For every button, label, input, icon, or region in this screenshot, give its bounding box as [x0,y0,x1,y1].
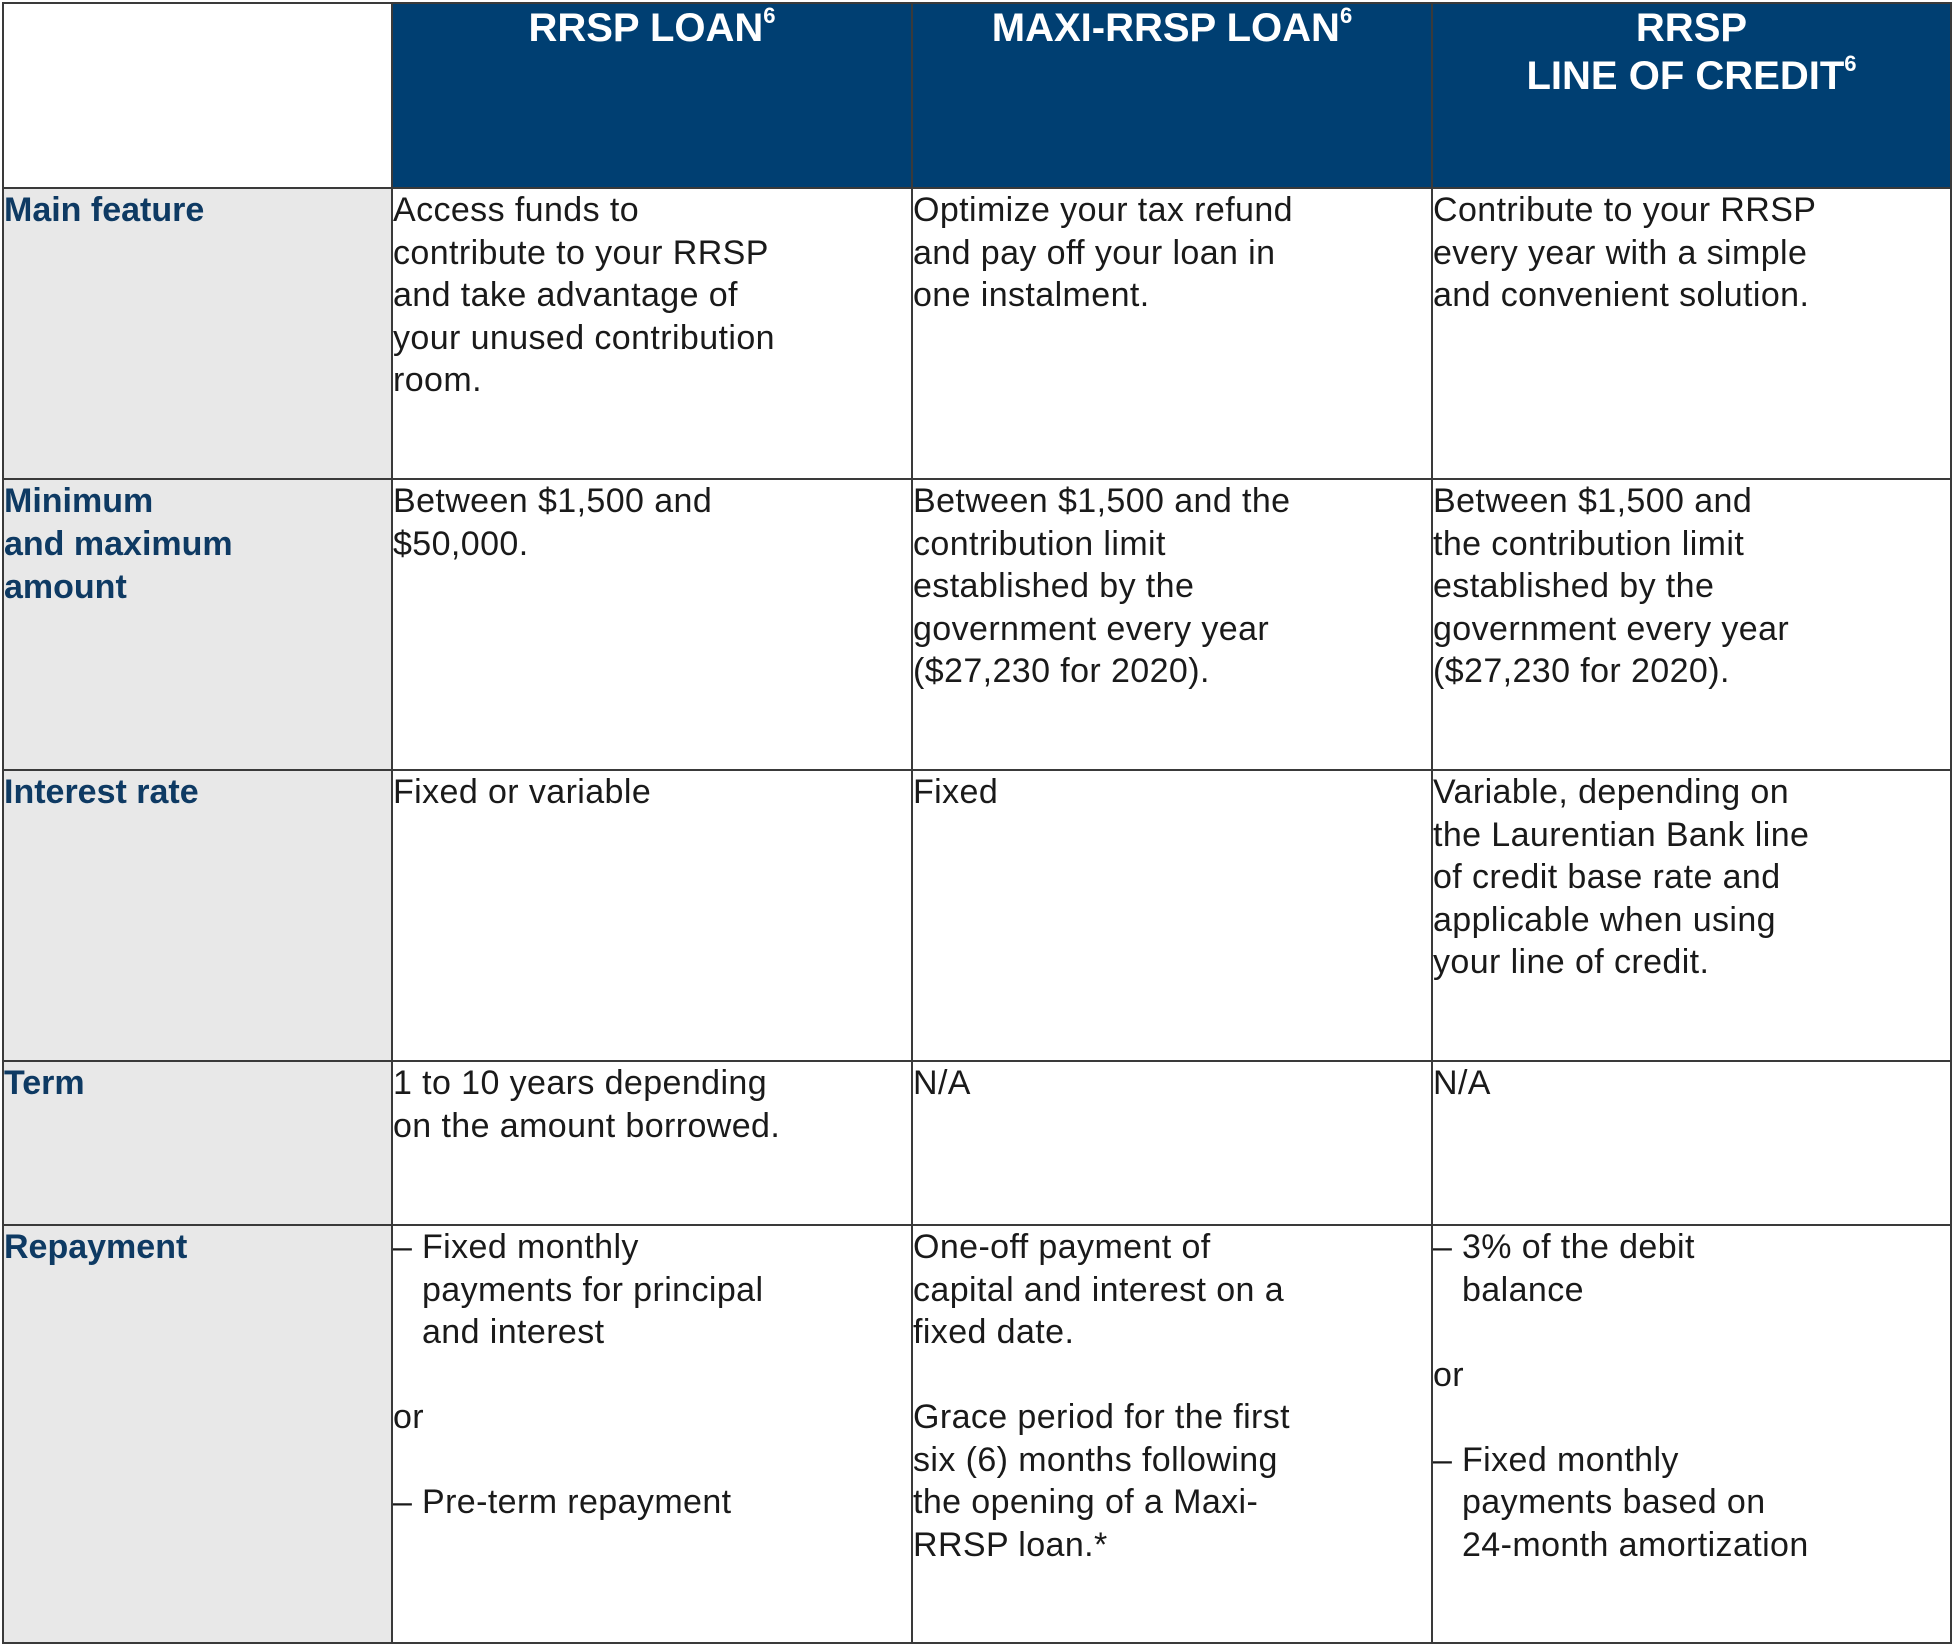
row-label-text: Main feature [4,191,205,229]
list-item-text: Fixed monthly payments based on 24-month… [1462,1440,1809,1564]
list-item-text: Fixed monthly payments for principal and… [422,1228,764,1351]
row-label-text: Repayment [4,1228,188,1266]
or-separator: or [393,1398,425,1436]
row-main-feature: Main feature Access funds to contribute … [2,187,1952,480]
header-line-of-credit-line2: LINE OF CREDIT [1526,54,1845,98]
cell-amount-maxi-rrsp: Between $1,500 and the contribution limi… [911,478,1433,771]
cell-interest-rrsp-loan: Fixed or variable [391,769,913,1062]
list-item-text: Pre-term repayment [422,1483,732,1521]
row-label-main-feature: Main feature [2,187,393,480]
cell-text: Fixed [913,773,999,811]
cell-main-feature-rrsp-loan: Access funds to contribute to your RRSP … [391,187,913,480]
or-separator: or [1433,1355,1465,1394]
footnote-marker: 6 [1339,3,1353,28]
header-rrsp-line-of-credit: RRSP LINE OF CREDIT6 [1431,2,1952,189]
header-maxi-rrsp-loan: MAXI-RRSP LOAN6 [911,2,1433,189]
row-label-repayment: Repayment [2,1224,393,1644]
header-row: RRSP LOAN6 MAXI-RRSP LOAN6 RRSP LINE OF … [2,2,1952,189]
paragraph: One-off payment of capital and interest … [913,1228,1285,1351]
cell-text: Fixed or variable [393,773,652,811]
cell-text: Between $1,500 and the contribution limi… [1433,482,1790,690]
list-item: – Pre-term repayment [393,1481,911,1524]
cell-repayment-rrsp-loan: – Fixed monthly payments for principal a… [391,1224,913,1644]
cell-repayment-maxi-rrsp: One-off payment of capital and interest … [911,1224,1433,1644]
cell-text: Between $1,500 and the contribution limi… [913,482,1291,690]
dash-bullet: – [393,1483,413,1521]
cell-text: Contribute to your RRSP every year with … [1433,191,1817,314]
row-amount: Minimum and maximum amount Between $1,50… [2,478,1952,771]
header-maxi-rrsp-loan-text: MAXI-RRSP LOAN [991,6,1340,50]
header-rrsp-loan-text: RRSP LOAN [528,6,764,50]
cell-text: Optimize your tax refund and pay off you… [913,191,1293,314]
dash-bullet: – [1433,1440,1453,1479]
row-interest-rate: Interest rate Fixed or variable Fixed Va… [2,769,1952,1062]
cell-amount-line-of-credit: Between $1,500 and the contribution limi… [1431,478,1952,771]
cell-main-feature-maxi-rrsp: Optimize your tax refund and pay off you… [911,187,1433,480]
list-item-text: 3% of the debit balance [1462,1228,1695,1309]
row-label-term: Term [2,1060,393,1226]
cell-interest-line-of-credit: Variable, depending on the Laurentian Ba… [1431,769,1952,1062]
paragraph: Grace period for the first six (6) month… [913,1398,1290,1564]
cell-text: Variable, depending on the Laurentian Ba… [1433,773,1810,981]
row-label-amount: Minimum and maximum amount [2,478,393,771]
header-line-of-credit-line1: RRSP [1635,6,1748,50]
list-item: – Fixed monthly payments for principal a… [393,1226,911,1354]
row-repayment: Repayment – Fixed monthly payments for p… [2,1224,1952,1644]
footnote-marker: 6 [1844,51,1857,76]
row-label-text: Minimum and maximum amount [4,482,233,606]
cell-text: Between $1,500 and $50,000. [393,482,713,563]
dash-bullet: – [1433,1228,1453,1266]
cell-main-feature-line-of-credit: Contribute to your RRSP every year with … [1431,187,1952,480]
row-label-text: Term [4,1064,85,1102]
cell-term-maxi-rrsp: N/A [911,1060,1433,1226]
list-item: – Fixed monthly payments based on 24-mon… [1433,1439,1950,1567]
footnote-marker: 6 [763,3,776,28]
cell-term-rrsp-loan: 1 to 10 years depending on the amount bo… [391,1060,913,1226]
cell-term-line-of-credit: N/A [1431,1060,1952,1226]
cell-interest-maxi-rrsp: Fixed [911,769,1433,1062]
header-rrsp-loan: RRSP LOAN6 [391,2,913,189]
cell-repayment-line-of-credit: – 3% of the debit balance or – Fixed mon… [1431,1224,1952,1644]
list-item: – 3% of the debit balance [1433,1226,1950,1311]
row-label-text: Interest rate [4,773,199,811]
cell-text: N/A [1433,1064,1491,1102]
cell-text: Access funds to contribute to your RRSP … [393,191,775,399]
dash-bullet: – [393,1228,413,1266]
cell-text: 1 to 10 years depending on the amount bo… [393,1064,781,1145]
row-label-interest-rate: Interest rate [2,769,393,1062]
cell-text: N/A [913,1064,971,1102]
cell-amount-rrsp-loan: Between $1,500 and $50,000. [391,478,913,771]
corner-cell [2,2,393,189]
row-term: Term 1 to 10 years depending on the amou… [2,1060,1952,1226]
